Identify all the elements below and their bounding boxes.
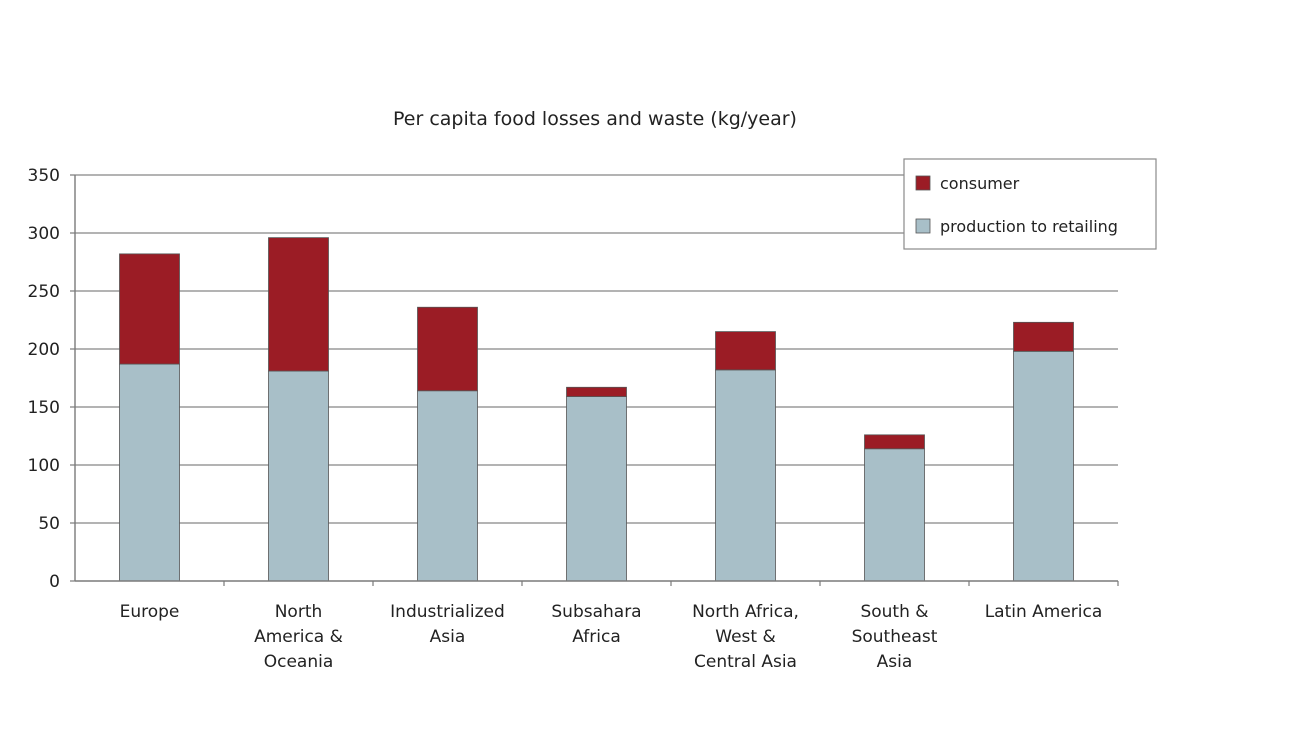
x-tick-label: North [275,602,323,622]
y-tick-label: 100 [28,456,60,476]
bar-consumer [417,306,478,392]
bar-consumer [864,434,925,450]
legend-label: consumer [940,174,1020,193]
axes: 0 50 100 150 200 250 300 350 Europe North America … [28,166,1119,672]
chart-title: Per capita food losses and waste (kg/yea… [393,108,797,130]
x-tick-label: Central Asia [694,652,797,672]
x-tick-label: Africa [572,627,621,647]
y-tick-label: 150 [28,398,60,418]
y-tick-label: 0 [49,572,60,592]
x-tick-label: Subsahara [551,602,641,622]
legend: consumer production to retailing [903,158,1157,250]
bar-production [566,396,627,582]
x-tick-label: Oceania [264,652,334,672]
bar-production [864,448,925,582]
bar-consumer [119,253,180,365]
legend-label: production to retailing [940,217,1118,236]
x-tick-label: West & [715,627,775,647]
y-tick-label: 50 [38,514,60,534]
bars [119,237,1074,582]
x-tick-label: Europe [120,602,180,622]
bar-production [119,363,180,582]
x-tick-label: Southeast [852,627,938,647]
x-tick-label: South & [860,602,928,622]
bar-consumer [1013,321,1074,352]
y-tick-label: 200 [28,340,60,360]
legend-box [903,158,1157,250]
y-tick-label: 250 [28,282,60,302]
x-tick-label: North Africa, [692,602,799,622]
legend-swatch [915,175,931,191]
bar-consumer [566,386,627,397]
x-tick-label: Asia [430,627,466,647]
x-tick-label: Asia [877,652,913,672]
legend-swatch [915,218,931,234]
bar-production [268,370,329,582]
x-tick-label: Industrialized [390,602,505,622]
x-tick-label: America & [254,627,343,647]
bar-production [1013,350,1074,582]
y-tick-label: 300 [28,224,60,244]
y-tick-label: 350 [28,166,60,186]
bar-production [715,369,776,582]
bar-consumer [268,237,329,372]
bar-production [417,390,478,582]
x-tick-label: Latin America [985,602,1103,622]
bar-consumer [715,331,776,371]
